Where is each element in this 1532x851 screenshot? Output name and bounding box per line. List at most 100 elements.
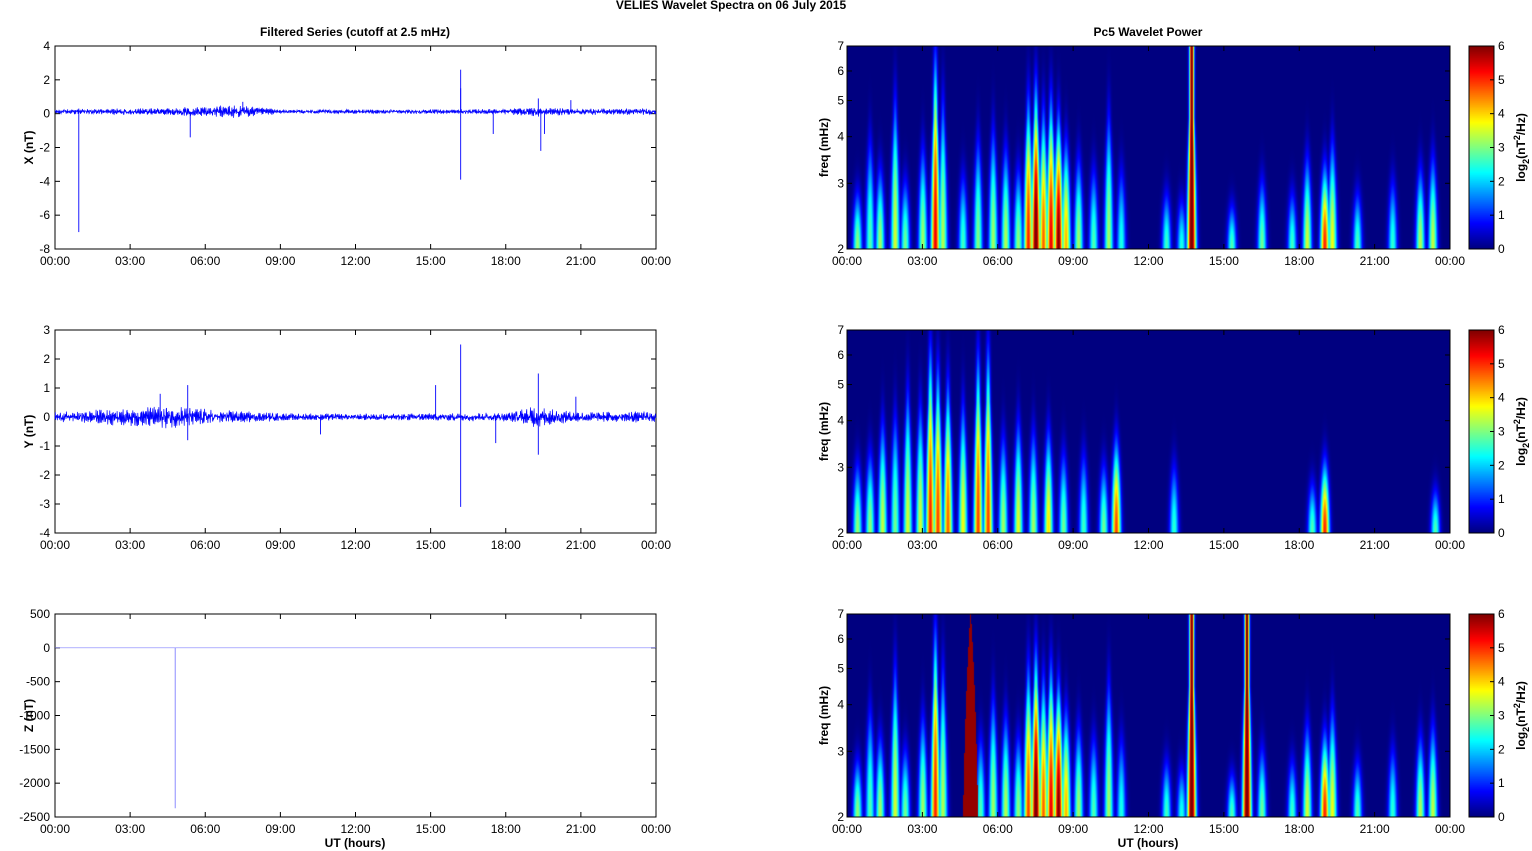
x-axis-label-left: UT (hours) [325,836,386,850]
series-y-axes-box [54,329,657,534]
series-z-y-axis-label: Z (nT) [22,699,36,732]
wavelet-x-x-tick-label: 00:00 [832,254,862,268]
wavelet-z-y-tick-label: 7 [837,607,844,621]
series-y-y-tick-label: 0 [43,410,50,424]
series-x-y-tick-label: 2 [43,73,50,87]
series-x-x-tick-label: 21:00 [566,254,596,268]
wavelet-x-colorbar-tick-label: 1 [1498,208,1505,222]
wavelet-z-colorbar-tick-label: 0 [1498,810,1505,824]
series-y-x-tick-label: 00:00 [641,538,671,552]
series-z-x-tick-label: 18:00 [491,822,521,836]
wavelet-y-x-tick-label: 03:00 [907,538,937,552]
wavelet-y-y-tick-label: 5 [837,378,844,392]
series-y-x-tick-label: 18:00 [491,538,521,552]
series-y-x-tick-label: 03:00 [115,538,145,552]
series-z-x-tick-label: 00:00 [641,822,671,836]
wavelet-z-x-tick-label: 09:00 [1058,822,1088,836]
wavelet-y-y-axis-label: freq (mHz) [817,402,831,461]
wavelet-y-x-tick-label: 00:00 [832,538,862,552]
series-z-y-tick-label: 0 [43,641,50,655]
series-z-x-tick-label: 06:00 [190,822,220,836]
series-x-panel: 420-2-4-6-800:00 03:00 06:00 09:00 12:00 15:0… [22,39,671,268]
series-z-x-tick-label: 03:00 [115,822,145,836]
series-y-y-tick-label: 3 [43,323,50,337]
wavelet-x-colorbar [1469,46,1494,249]
series-y-y-tick-label: 1 [43,381,50,395]
wavelet-y-x-tick-label: 15:00 [1209,538,1239,552]
wavelet-z-colorbar-tick-label: 5 [1498,641,1505,655]
series-z-x-tick-label: 21:00 [566,822,596,836]
series-x-x-tick-label: 03:00 [115,254,145,268]
series-y-x-tick-label: 06:00 [190,538,220,552]
wavelet-y-colorbar [1469,330,1494,533]
series-x-y-tick-label: -8 [39,242,50,256]
wavelet-x-colorbar-tick-label: 4 [1498,107,1505,121]
right-column-title: Pc5 Wavelet Power [1094,25,1203,39]
series-y-x-tick-label: 21:00 [566,538,596,552]
wavelet-y-colorbar-tick-label: 3 [1498,425,1505,439]
left-column-title: Filtered Series (cutoff at 2.5 mHz) [260,25,450,39]
series-x-x-tick-label: 09:00 [265,254,295,268]
series-x-y-tick-label: -2 [39,141,50,155]
wavelet-z-x-tick-label: 12:00 [1133,822,1163,836]
series-x-y-tick-label: 0 [43,107,50,121]
series-z-x-tick-label: 12:00 [340,822,370,836]
wavelet-y-colorbar-tick-label: 5 [1498,357,1505,371]
wavelet-y-y-tick-label: 7 [837,323,844,337]
wavelet-z-power-raster [847,614,1450,817]
wavelet-x-x-tick-label: 00:00 [1435,254,1465,268]
series-x-x-tick-label: 00:00 [40,254,70,268]
series-x-trace-line [54,105,657,118]
series-x-x-tick-label: 06:00 [190,254,220,268]
series-x-y-axis-label: X (nT) [22,131,36,165]
wavelet-z-colorbar [1469,614,1494,817]
wavelet-z-colorbar-tick-label: 2 [1498,742,1505,756]
series-z-y-tick-label: -500 [26,675,50,689]
wavelet-z-colorbar-tick-label: 3 [1498,709,1505,723]
series-y-y-tick-label: -2 [39,468,50,482]
wavelet-y-x-tick-label: 12:00 [1133,538,1163,552]
wavelet-x-x-tick-label: 06:00 [983,254,1013,268]
wavelet-x-x-tick-label: 18:00 [1284,254,1314,268]
wavelet-y-colorbar-tick-label: 4 [1498,391,1505,405]
series-x-y-tick-label: -6 [39,208,50,222]
series-y-x-tick-label: 15:00 [416,538,446,552]
series-y-x-tick-label: 09:00 [265,538,295,552]
wavelet-x-x-tick-label: 21:00 [1360,254,1390,268]
wavelet-x-y-tick-label: 7 [837,39,844,53]
wavelet-x-colorbar-tick-label: 5 [1498,73,1505,87]
wavelet-y-colorbar-tick-label: 0 [1498,526,1505,540]
wavelet-y-x-tick-label: 21:00 [1360,538,1390,552]
wavelet-y-y-tick-label: 2 [837,526,844,540]
wavelet-y-x-tick-label: 18:00 [1284,538,1314,552]
series-z-x-tick-label: 15:00 [416,822,446,836]
wavelet-y-colorbar-label: log2(nT2/Hz) [1512,397,1531,466]
series-x-axes-box [54,45,657,250]
wavelet-x-y-axis-label: freq (mHz) [817,118,831,177]
wavelet-y-colorbar-tick-label: 1 [1498,492,1505,506]
wavelet-z-x-tick-label: 18:00 [1284,822,1314,836]
wavelet-z-colorbar-label: log2(nT2/Hz) [1512,681,1531,750]
series-z-y-tick-label: -2000 [19,776,50,790]
wavelet-x-colorbar-tick-label: 0 [1498,242,1505,256]
wavelet-x-y-tick-label: 2 [837,242,844,256]
series-y-y-tick-label: 2 [43,352,50,366]
wavelet-z-y-tick-label: 3 [837,744,844,758]
wavelet-x-x-tick-label: 09:00 [1058,254,1088,268]
wavelet-y-x-tick-label: 09:00 [1058,538,1088,552]
wavelet-x-x-tick-label: 03:00 [907,254,937,268]
wavelet-z-x-tick-label: 00:00 [832,822,862,836]
wavelet-y-colorbar-tick-label: 2 [1498,458,1505,472]
wavelet-x-x-tick-label: 12:00 [1133,254,1163,268]
series-x-x-tick-label: 12:00 [340,254,370,268]
series-z-axes-box [54,613,657,818]
series-z-y-tick-label: -2500 [19,810,50,824]
x-axis-label-right: UT (hours) [1118,836,1179,850]
wavelet-x-colorbar-label: log2(nT2/Hz) [1512,113,1531,182]
figure-title: VELIES Wavelet Spectra on 06 July 2015 [616,0,847,12]
series-x-y-tick-label: -4 [39,174,50,188]
